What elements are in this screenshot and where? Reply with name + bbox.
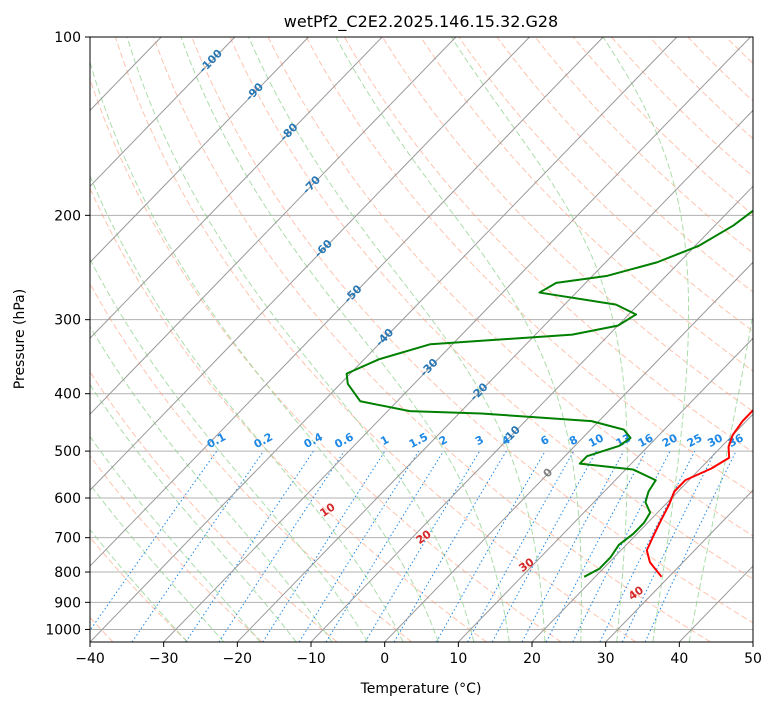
- moist-adiabat-line: [90, 60, 439, 642]
- x-tick-label: 50: [744, 651, 762, 667]
- dry-adiabat-line: [90, 536, 189, 642]
- background-lines: [90, 37, 753, 642]
- mixing-ratio-line: [131, 450, 264, 642]
- moist-adiabat-line: [90, 325, 333, 642]
- dry-adiabat-line: [649, 37, 753, 140]
- moist-adiabat-line: [90, 383, 297, 642]
- y-tick-label: 500: [54, 444, 81, 460]
- y-tick-label: 400: [54, 387, 81, 403]
- x-tick-label: 20: [523, 651, 541, 667]
- x-tick-label: 0: [380, 651, 389, 667]
- dewpoint-profile-line: [345, 209, 753, 578]
- x-tick-label: −10: [296, 651, 326, 667]
- y-tick-label: 100: [54, 30, 81, 46]
- mixing-ratio-line: [325, 450, 444, 642]
- mixing-ratio-line: [467, 450, 575, 642]
- dry-adiabat-line: [90, 77, 562, 642]
- x-tick-label: 30: [597, 651, 615, 667]
- dry-adiabat-line: [611, 37, 753, 178]
- isotherm-line: [90, 37, 530, 491]
- mixing-ratio-line: [218, 450, 345, 642]
- dry-adiabat-line: [90, 370, 338, 642]
- mixing-ratio-label: 20: [660, 431, 680, 450]
- dry-adiabat-line: [90, 282, 413, 642]
- isotherm-line: [90, 37, 678, 642]
- y-tick-label: 300: [54, 313, 81, 329]
- moist-adiabat-line: [602, 37, 690, 642]
- isotherm-line: [457, 337, 753, 642]
- mixing-ratio-label: 16: [636, 431, 656, 450]
- x-axis: −40 −30 −20 −10 0 10 20 30 40 50: [75, 642, 762, 667]
- isotherm-line: [163, 37, 751, 642]
- mixing-ratio-label: 25: [685, 431, 705, 450]
- mixing-ratio-line: [262, 450, 386, 642]
- dry-adiabat-line: [420, 37, 753, 372]
- isotherm-line: [90, 37, 383, 339]
- moist-adiabat-line: [90, 483, 225, 642]
- moist-adiabat-line: [90, 528, 188, 642]
- moist-adiabat-line: [180, 37, 510, 642]
- temperature-profile-line: [645, 408, 753, 578]
- sounding-profiles: [345, 209, 753, 578]
- dry-adiabat-line: [153, 37, 711, 642]
- x-tick-label: −20: [223, 651, 253, 667]
- moist-adiabat-line: [90, 174, 404, 642]
- y-tick-label: 800: [54, 565, 81, 581]
- dry-adiabat-line: [229, 37, 753, 580]
- isotherm-line: [90, 37, 236, 188]
- y-tick-label: 200: [54, 208, 81, 224]
- moist-adiabat-line: [90, 435, 261, 642]
- moist-adiabat-line: [248, 37, 546, 642]
- isotherm-line: [384, 261, 753, 642]
- dry-adiabat-line: [458, 37, 753, 332]
- dry-adiabat-line: [534, 37, 753, 254]
- isotherm-line: [605, 489, 753, 642]
- isotherm-line: [531, 413, 753, 642]
- dry-adiabat-line: [382, 37, 753, 412]
- mixing-ratio-label: 36: [726, 431, 746, 450]
- dry-adiabat-line: [343, 37, 753, 453]
- moist-adiabat-line: [688, 310, 753, 642]
- y-axis-label: Pressure (hPa): [12, 289, 28, 389]
- moist-adiabat-line: [90, 258, 369, 642]
- dry-adiabat-line: [267, 37, 753, 537]
- dry-adiabat-line: [90, 454, 263, 642]
- isotherm-line: [310, 185, 753, 642]
- isotherm-line: [90, 37, 604, 567]
- moist-adiabat-line: [450, 37, 628, 642]
- mixing-ratio-label: 30: [705, 431, 725, 450]
- x-axis-label: Temperature (°C): [360, 681, 482, 697]
- dry-adiabat-line: [191, 37, 753, 624]
- y-tick-label: 900: [54, 595, 81, 611]
- plot-area: [90, 37, 753, 642]
- isotherm-line: [236, 109, 753, 642]
- x-tick-label: −40: [75, 651, 105, 667]
- mixing-ratio-line: [521, 450, 625, 642]
- x-tick-label: 10: [449, 651, 467, 667]
- mixing-ratio-line: [90, 450, 218, 632]
- isotherm-line: [90, 37, 457, 415]
- dry-adiabat-line: [305, 37, 753, 495]
- y-tick-label: 700: [54, 531, 81, 547]
- y-axis: 100 200 300 400 500 600 700 800 900 1000: [45, 30, 90, 638]
- plot-frame: [89, 36, 754, 643]
- y-tick-label: 600: [54, 491, 81, 507]
- isotherm-line: [90, 37, 309, 263]
- y-tick-label: 1000: [45, 622, 81, 638]
- chart-title: wetPf2_C2E2.2025.146.15.32.G28: [284, 12, 558, 32]
- x-tick-label: −30: [149, 651, 179, 667]
- dry-adiabat-line: [90, 187, 487, 642]
- mixing-ratio-label: 10: [586, 431, 606, 450]
- mixing-ratio-line: [185, 450, 314, 642]
- dry-adiabat-line: [572, 37, 753, 216]
- x-tick-label: 40: [670, 651, 688, 667]
